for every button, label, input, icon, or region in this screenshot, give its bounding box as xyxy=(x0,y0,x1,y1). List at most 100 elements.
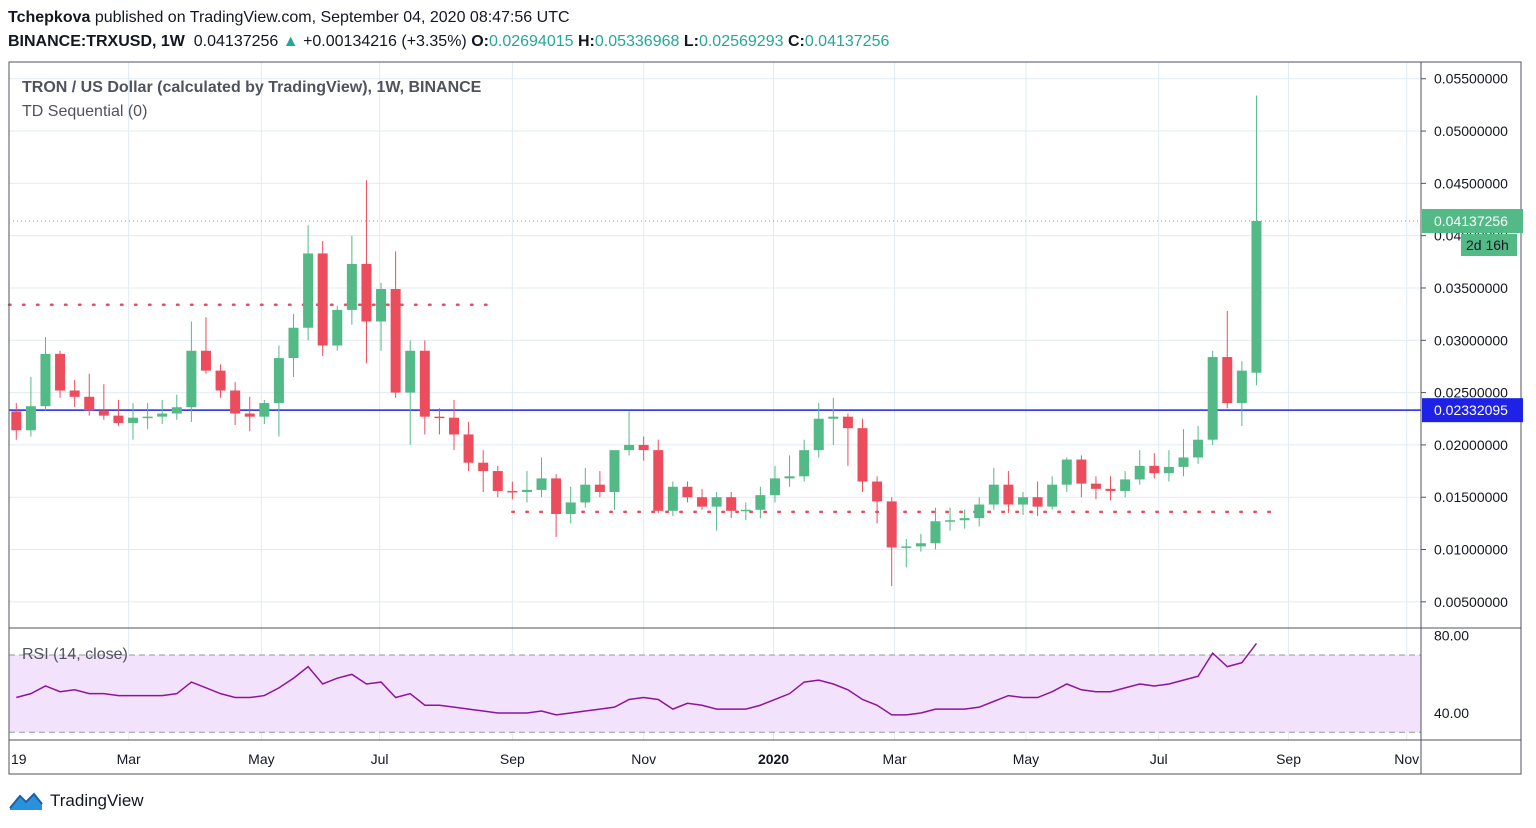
price-tick-label: 0.01500000 xyxy=(1434,489,1508,505)
grid xyxy=(8,62,1421,740)
candle-body xyxy=(200,350,211,371)
candle xyxy=(244,396,255,432)
candle xyxy=(448,399,459,451)
candle-body xyxy=(813,418,824,451)
time-tick-label: 19 xyxy=(11,751,27,767)
price-tick-label: 0.05500000 xyxy=(1434,71,1508,87)
time-tick-label: 2020 xyxy=(758,751,789,767)
candle xyxy=(215,364,226,398)
candle xyxy=(740,502,751,521)
tradingview-logo-icon xyxy=(9,792,43,810)
candle xyxy=(376,282,387,351)
chart-header: Tchepkova published on TradingView.com, … xyxy=(8,6,889,54)
candle xyxy=(69,380,80,408)
candle-body xyxy=(273,358,284,404)
candle-body xyxy=(492,471,503,491)
candle xyxy=(40,337,51,411)
candle xyxy=(959,509,970,529)
candle-body xyxy=(507,490,518,493)
candle xyxy=(565,486,576,524)
candle-body xyxy=(405,350,416,393)
candle xyxy=(1163,450,1174,482)
price-tick-label: 0.03000000 xyxy=(1434,332,1508,348)
indicator-label: TD Sequential (0) xyxy=(22,103,147,120)
candle-body xyxy=(1222,357,1233,404)
time-tick-label: Jul xyxy=(1150,751,1168,767)
candle xyxy=(113,399,124,427)
change-value: +0.00134216 (+3.35%) xyxy=(303,33,467,50)
candle xyxy=(55,350,66,398)
time-tick-label: Jul xyxy=(371,751,389,767)
candle-body xyxy=(828,416,839,419)
published-text: published on TradingView.com, September … xyxy=(94,9,570,26)
candle xyxy=(886,497,897,587)
symbol-label[interactable]: BINANCE:TRXUSD, 1W xyxy=(8,33,185,50)
candle-body xyxy=(157,413,168,417)
candle-body xyxy=(609,450,620,492)
candle-body xyxy=(259,403,270,417)
high-label: H: xyxy=(577,33,595,50)
candle-body xyxy=(317,253,328,346)
candle-body xyxy=(1149,465,1160,474)
candle xyxy=(667,481,678,517)
candle-body xyxy=(55,353,66,391)
candle-body xyxy=(390,289,401,393)
support-price-tag-text: 0.02332095 xyxy=(1434,402,1508,418)
publish-line: Tchepkova published on TradingView.com, … xyxy=(8,6,889,30)
candle-body xyxy=(886,501,897,548)
candle xyxy=(1061,457,1072,492)
candle-body xyxy=(244,413,255,417)
open-label: O: xyxy=(471,33,489,50)
author-name[interactable]: Tchepkova xyxy=(8,9,91,26)
price-tick-label: 0.02000000 xyxy=(1434,437,1508,453)
candle xyxy=(84,373,95,416)
candle-body xyxy=(755,495,766,510)
time-tick-label: May xyxy=(248,751,274,767)
candle-body xyxy=(434,416,445,419)
brand-name[interactable]: TradingView xyxy=(50,791,144,810)
close-value: 0.04137256 xyxy=(804,33,890,50)
candle xyxy=(624,411,635,456)
candle-body xyxy=(448,417,459,435)
candle xyxy=(303,225,314,341)
candle xyxy=(521,471,532,503)
candle xyxy=(1251,95,1262,386)
candle xyxy=(390,251,401,398)
candle xyxy=(273,345,284,437)
time-tick-label: Mar xyxy=(883,751,907,767)
candle xyxy=(638,436,649,461)
candle-body xyxy=(1032,497,1043,507)
candle-body xyxy=(726,497,737,511)
candle-body xyxy=(1207,357,1218,440)
rsi-line xyxy=(16,642,1258,716)
candle-body xyxy=(872,481,883,502)
candle-body xyxy=(1251,221,1262,373)
candle-body xyxy=(1090,483,1101,489)
candle-body xyxy=(1134,465,1145,480)
candle xyxy=(157,399,168,424)
candle xyxy=(799,439,810,482)
candle-body xyxy=(186,350,197,408)
low-value: 0.02569293 xyxy=(698,33,784,50)
candle xyxy=(653,439,664,513)
candle xyxy=(186,321,197,422)
price-tick-label: 0.03500000 xyxy=(1434,280,1508,296)
ohlc-line: BINANCE:TRXUSD, 1W 0.04137256 ▲ +0.00134… xyxy=(8,30,889,54)
candle-body xyxy=(769,478,780,496)
candle xyxy=(872,476,883,524)
time-tick-label: Nov xyxy=(1394,751,1419,767)
candle-body xyxy=(901,546,912,548)
support-price-tag xyxy=(1422,398,1523,423)
footer: TradingView xyxy=(8,790,144,812)
candle-body xyxy=(1163,466,1174,474)
candle-body xyxy=(959,518,970,521)
rsi-band xyxy=(9,655,1421,733)
axes: 0.055000000.050000000.045000000.04000000… xyxy=(11,71,1508,767)
candle-body xyxy=(478,462,489,472)
candle xyxy=(915,533,926,552)
countdown-tag xyxy=(1461,234,1517,257)
candle xyxy=(1076,455,1087,498)
candle xyxy=(128,403,139,440)
candle xyxy=(405,340,416,445)
